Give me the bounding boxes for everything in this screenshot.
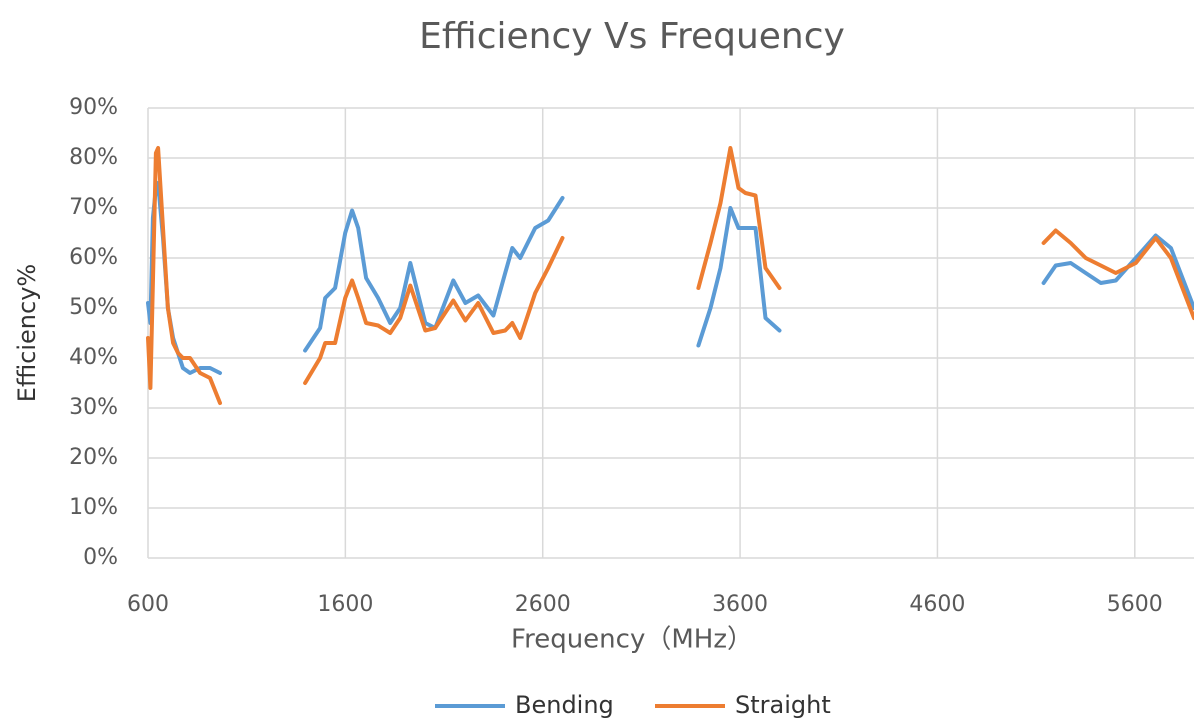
- y-tick-label: 20%: [69, 445, 118, 470]
- series-line: [303, 236, 565, 385]
- legend: Bending Straight: [435, 691, 831, 719]
- legend-label: Bending: [515, 691, 614, 719]
- x-tick-label: 4600: [909, 592, 965, 617]
- x-tick-label: 3600: [712, 592, 768, 617]
- y-tick-label: 0%: [83, 545, 118, 570]
- y-tick-label: 90%: [69, 95, 118, 120]
- y-tick-label: 70%: [69, 195, 118, 220]
- x-tick-label: 600: [127, 592, 169, 617]
- x-tick-label: 1600: [317, 592, 373, 617]
- chart-title: Efficiency Vs Frequency: [419, 16, 845, 57]
- x-axis-title: Frequency（MHz）: [511, 625, 753, 655]
- x-tick-label: 5600: [1107, 592, 1163, 617]
- y-tick-label: 10%: [69, 495, 118, 520]
- series-line: [303, 196, 565, 353]
- plot-area: [146, 146, 1194, 405]
- y-axis-title: Efficiency%: [13, 264, 41, 402]
- series-line: [696, 146, 782, 290]
- series-line: [1041, 233, 1194, 310]
- legend-label: Straight: [735, 691, 831, 719]
- y-tick-label: 30%: [69, 395, 118, 420]
- series-line: [1041, 228, 1194, 320]
- y-tick-label: 50%: [69, 295, 118, 320]
- y-tick-label: 60%: [69, 245, 118, 270]
- x-tick-label: 2600: [515, 592, 571, 617]
- grid: [147, 107, 1194, 559]
- y-tick-label: 80%: [69, 145, 118, 170]
- series-line: [146, 181, 222, 375]
- series-line: [146, 146, 222, 405]
- y-tick-label: 40%: [69, 345, 118, 370]
- series-line: [696, 206, 782, 348]
